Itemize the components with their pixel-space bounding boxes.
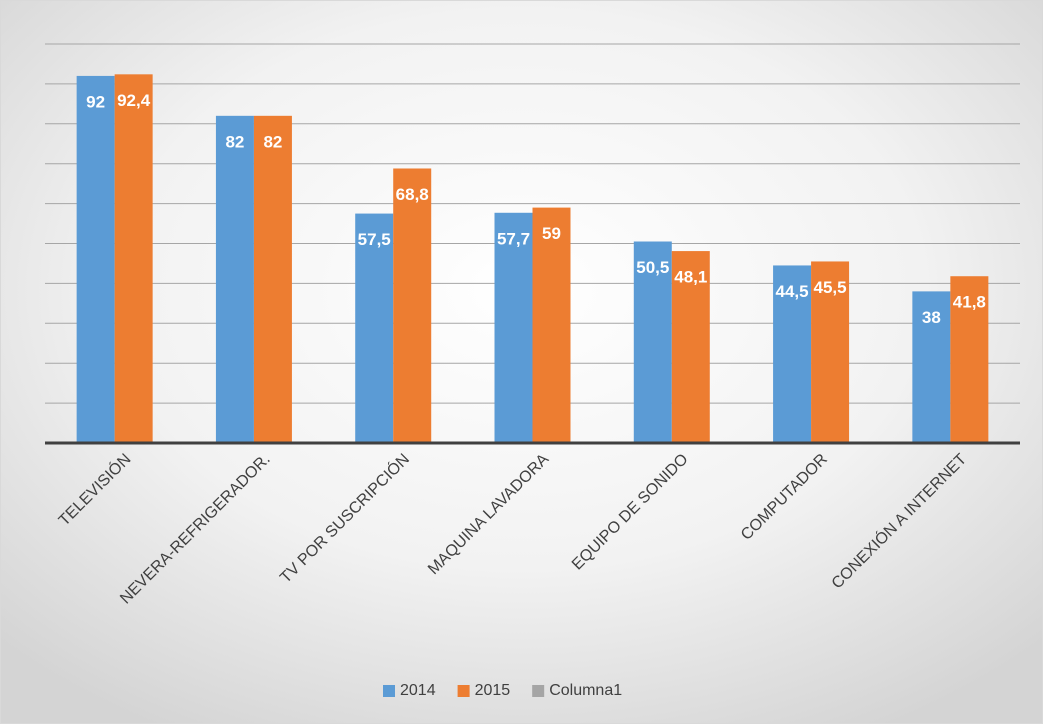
bar [532, 207, 571, 443]
data-label: 45,5 [814, 278, 847, 297]
bar [912, 291, 951, 443]
legend-label: 2014 [400, 682, 436, 699]
data-label: 50,5 [636, 258, 669, 277]
data-label: 82 [225, 132, 244, 151]
bar [393, 168, 432, 443]
data-label: 57,7 [497, 229, 530, 248]
bar [633, 241, 672, 443]
data-label: 57,5 [358, 230, 391, 249]
legend-swatch [532, 685, 545, 697]
bar [215, 115, 254, 443]
data-label: 41,8 [953, 293, 986, 312]
bar [76, 75, 115, 444]
data-label: 59 [542, 224, 561, 243]
data-label: 68,8 [396, 185, 429, 204]
bar [811, 261, 850, 443]
legend-swatch [383, 685, 395, 697]
bar [773, 265, 812, 443]
bar [950, 276, 989, 443]
bar [494, 212, 533, 443]
data-label: 38 [922, 308, 941, 327]
data-label: 82 [263, 132, 282, 151]
bar [114, 74, 153, 443]
legend-label: 2015 [475, 682, 511, 699]
bar [355, 213, 394, 443]
legend-label: Columna1 [549, 682, 622, 699]
legend-swatch [457, 685, 470, 697]
data-label: 48,1 [674, 268, 707, 287]
data-label: 92,4 [117, 91, 151, 110]
data-label: 92 [86, 92, 105, 111]
bar [671, 251, 710, 443]
bar [253, 115, 292, 443]
data-label: 44,5 [776, 282, 809, 301]
